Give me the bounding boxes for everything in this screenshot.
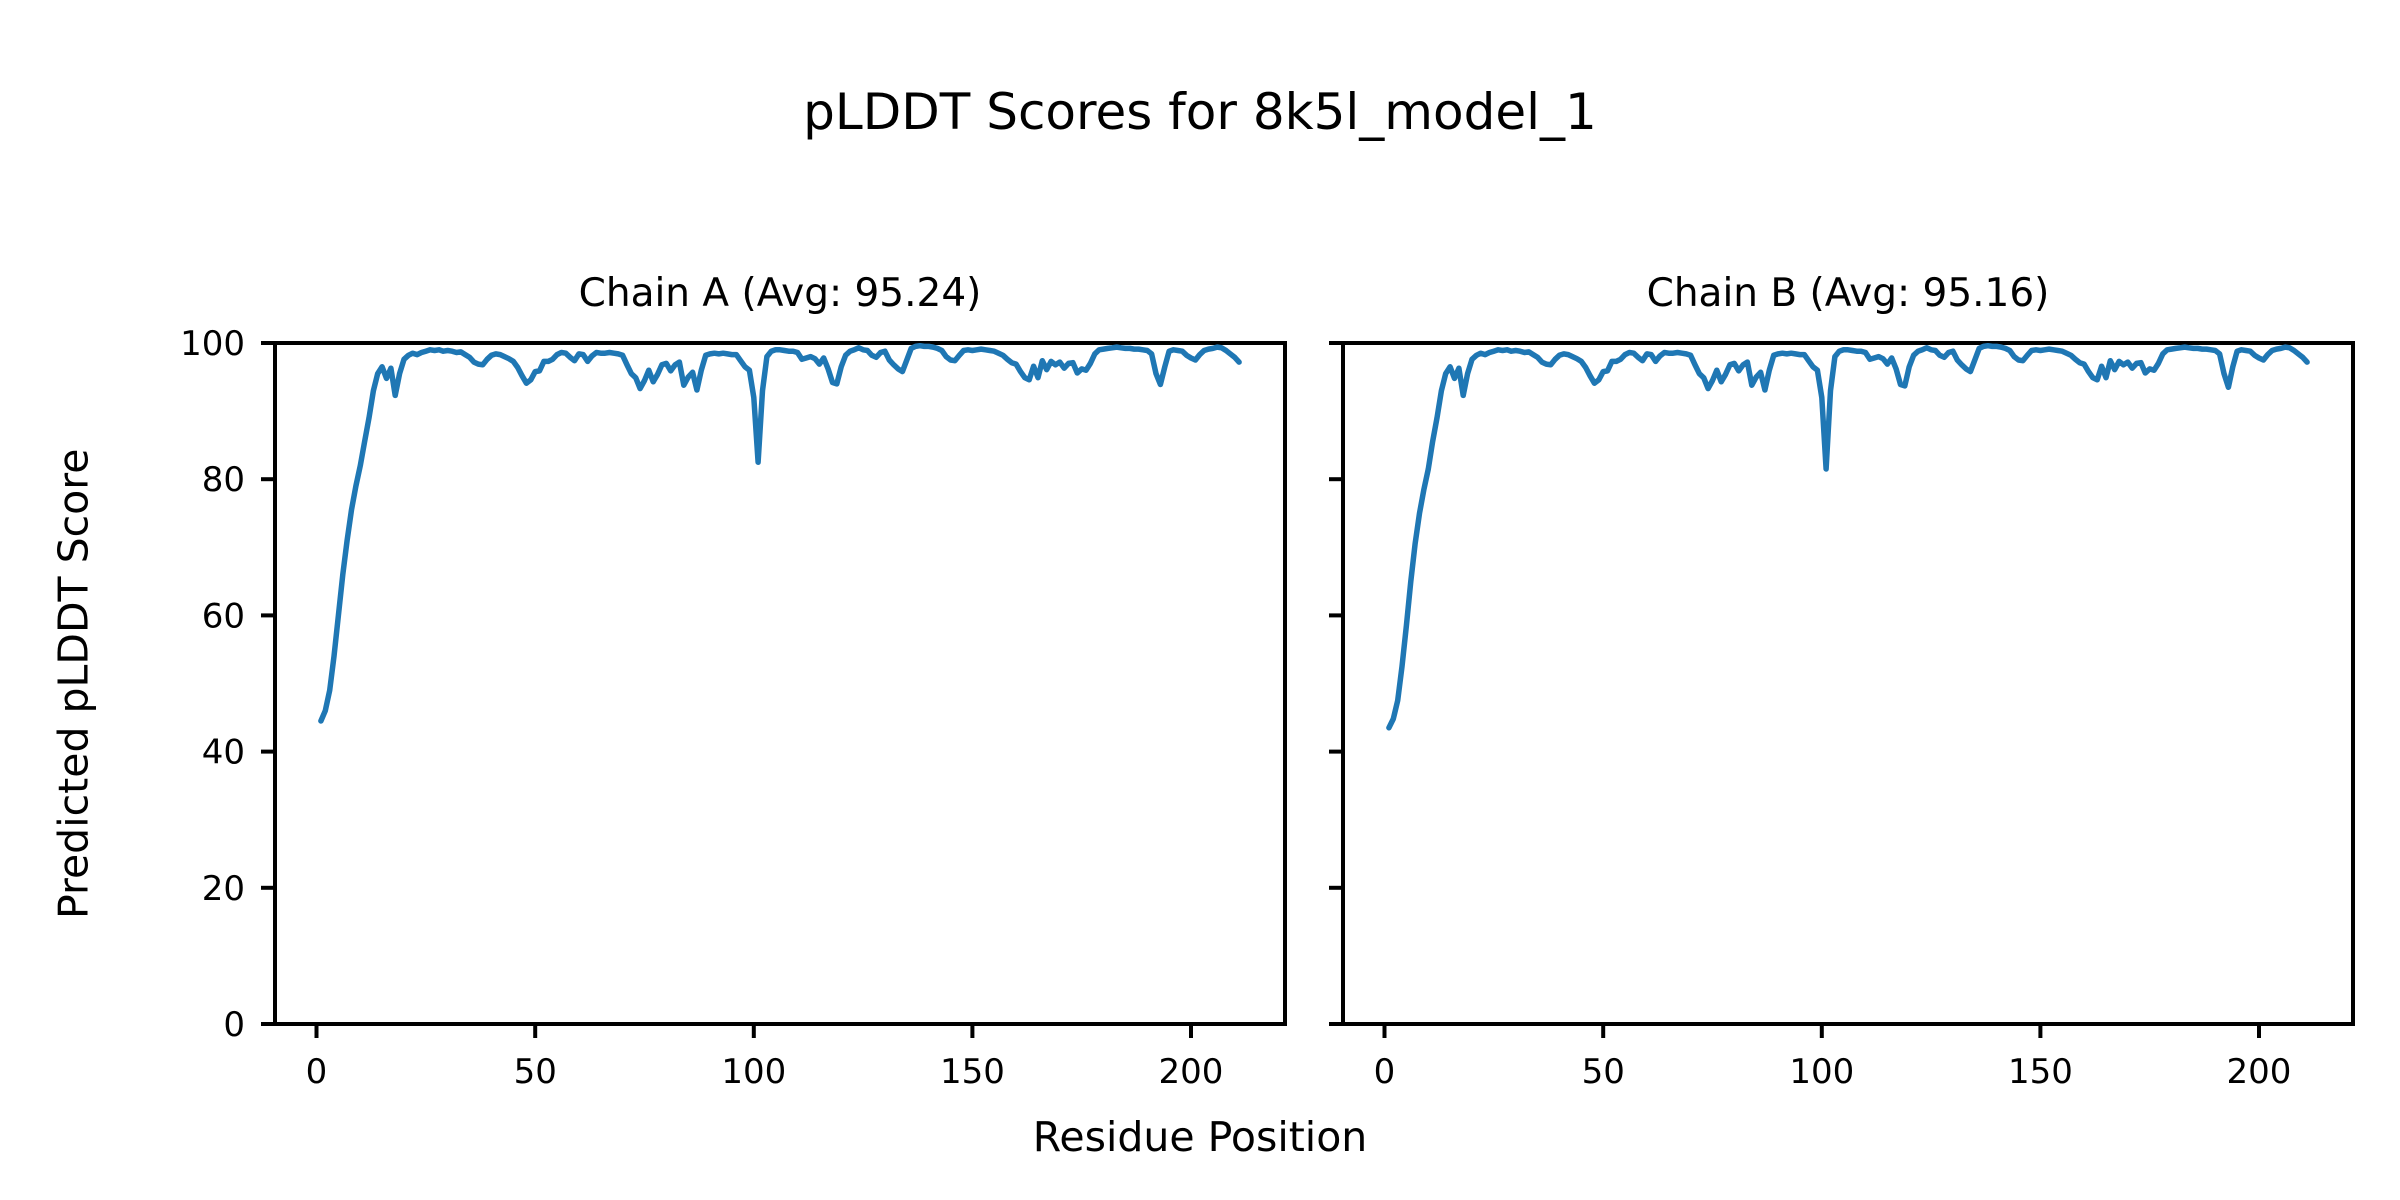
plddt-line-chain-b xyxy=(1386,342,2310,731)
x-tick-label-chain-a: 50 xyxy=(514,1052,557,1092)
chain-a-title: Chain A (Avg: 95.24) xyxy=(578,271,982,316)
plddt-line-chain-a xyxy=(318,342,1242,724)
x-tick-label-chain-a: 100 xyxy=(721,1052,786,1092)
x-tick-label-chain-b: 200 xyxy=(2227,1052,2292,1092)
y-tick-label-chain-a: 40 xyxy=(202,733,245,773)
y-tick-label-chain-a: 60 xyxy=(202,596,245,636)
x-tick-label-chain-b: 100 xyxy=(1789,1052,1854,1092)
figure-title: pLDDT Scores for 8k5l_model_1 xyxy=(803,83,1597,141)
x-tick-label-chain-a: 150 xyxy=(940,1052,1005,1092)
x-tick-label-chain-b: 50 xyxy=(1582,1052,1625,1092)
y-tick-label-chain-a: 20 xyxy=(202,869,245,909)
x-tick-label-chain-b: 150 xyxy=(2008,1052,2073,1092)
axes-box-chain-b xyxy=(1341,341,2355,1026)
x-tick-label-chain-a: 200 xyxy=(1159,1052,1224,1092)
y-tick-label-chain-a: 100 xyxy=(180,324,245,364)
y-tick-label-chain-a: 80 xyxy=(202,460,245,500)
y-axis-label: Predicted pLDDT Score xyxy=(49,448,98,919)
x-axis-label: Residue Position xyxy=(1032,1113,1368,1161)
x-tick-label-chain-a: 0 xyxy=(306,1052,328,1092)
x-tick-label-chain-b: 0 xyxy=(1374,1052,1396,1092)
chain-b-title: Chain B (Avg: 95.16) xyxy=(1646,271,2050,316)
y-tick-label-chain-a: 0 xyxy=(223,1005,245,1045)
axes-box-chain-a xyxy=(273,341,1287,1026)
